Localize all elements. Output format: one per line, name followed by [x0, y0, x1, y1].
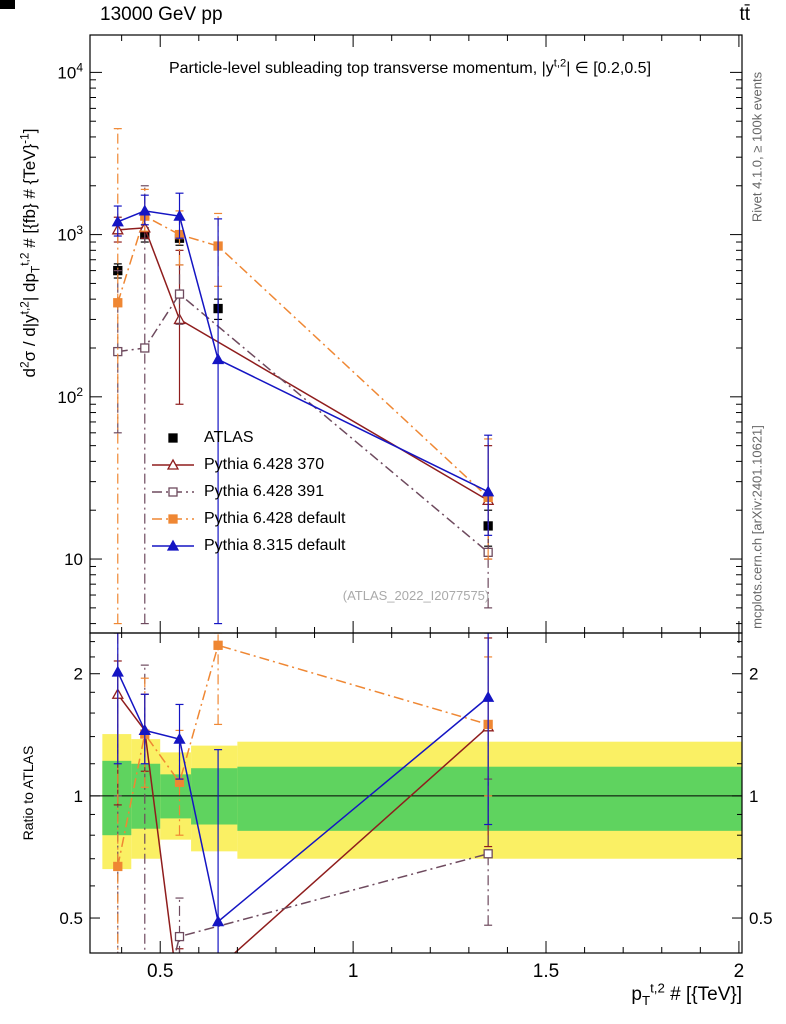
svg-text:2: 2 — [749, 665, 758, 684]
legend-item-pythia8-default: Pythia 8.315 default — [150, 532, 345, 559]
svg-text:1: 1 — [74, 787, 83, 806]
svg-text:1: 1 — [348, 961, 359, 982]
legend-label: Pythia 8.315 default — [204, 536, 346, 554]
x-axis-title: pTt,2 # [{TeV}] — [631, 980, 742, 1008]
plot-title: Particle-level subleading top transverse… — [168, 57, 652, 77]
analysis-id-watermark: (ATLAS_2022_I2077575) — [342, 588, 490, 603]
legend-marker-pythia8-default — [152, 539, 194, 551]
svg-text:103: 103 — [57, 223, 83, 245]
legend: ATLAS Pythia 6.428 370 Pythia 6.428 391 … — [150, 424, 345, 559]
legend-label: Pythia 6.428 default — [204, 509, 346, 527]
svg-text:104: 104 — [57, 61, 83, 83]
legend-item-pythia6-391: Pythia 6.428 391 — [150, 478, 345, 505]
legend-marker-pythia6-default — [152, 513, 194, 524]
svg-text:2: 2 — [74, 665, 83, 684]
corner-artifact — [0, 0, 15, 9]
legend-label: Pythia 6.428 391 — [204, 482, 325, 500]
legend-item-atlas: ATLAS — [150, 424, 345, 451]
svg-text:10: 10 — [64, 550, 83, 569]
mcplots-arxiv-note: mcplots.cern.ch [arXiv:2401.10621] — [749, 425, 765, 629]
legend-label: Pythia 6.428 370 — [204, 455, 325, 473]
legend-label: ATLAS — [204, 428, 254, 446]
svg-text:1: 1 — [749, 787, 758, 806]
svg-text:0.5: 0.5 — [749, 909, 773, 928]
y-axis-title-ratio: Ratio to ATLAS — [20, 745, 36, 841]
rivet-version-note: Rivet 4.1.0, ≥ 100k events — [749, 71, 765, 223]
y-axis-title-main: d2σ / d|yt,2| dpTt,2 # [{fb} # {TeV}-1] — [17, 128, 43, 378]
svg-text:0.5: 0.5 — [59, 909, 83, 928]
svg-text:2: 2 — [734, 961, 745, 982]
svg-text:0.5: 0.5 — [147, 961, 173, 982]
legend-marker-atlas — [168, 432, 178, 443]
svg-text:1.5: 1.5 — [533, 961, 559, 982]
svg-text:102: 102 — [57, 385, 83, 407]
legend-item-pythia6-default: Pythia 6.428 default — [150, 505, 345, 532]
process-label: tt̄ — [739, 4, 750, 25]
beam-energy-label: 13000 GeV pp — [100, 4, 223, 25]
legend-marker-pythia6-370 — [152, 458, 194, 470]
legend-item-pythia6-370: Pythia 6.428 370 — [150, 451, 345, 478]
legend-marker-pythia6-391 — [152, 486, 194, 497]
